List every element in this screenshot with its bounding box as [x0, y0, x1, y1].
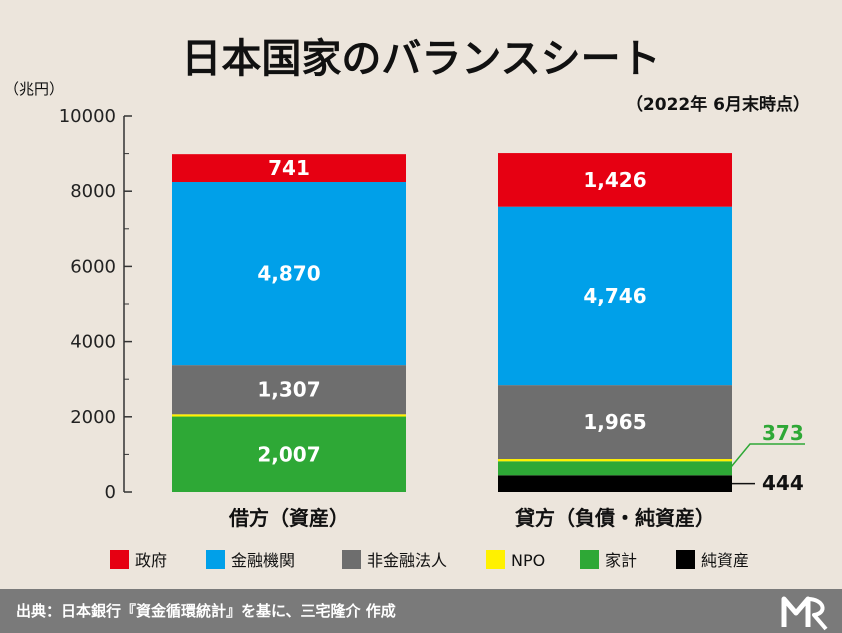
legend-swatch: [110, 550, 129, 569]
y-axis: 0 2000 4000 6000 8000 10000: [59, 106, 132, 503]
callout-line: [728, 443, 805, 470]
callout-label: 373: [762, 421, 804, 445]
legend-swatch: [486, 550, 505, 569]
bar-value-labels: 2,007 1,307 4,870 741 1,965 4,746 1,426: [257, 156, 646, 466]
footer-bar: [0, 589, 842, 633]
legend-swatch: [342, 550, 361, 569]
legend-label: 金融機関: [231, 551, 295, 570]
y-tick-label: 0: [105, 482, 116, 503]
bar-segment: [172, 414, 406, 417]
bar-value-label: 1,426: [583, 168, 646, 192]
bar-segment: [172, 416, 406, 492]
bar-segment: [498, 461, 732, 476]
legend-label: 家計: [605, 551, 637, 570]
category-label: 貸方（負債・純資産）: [514, 506, 715, 530]
bar-segment: [172, 154, 406, 183]
bar-segment: [172, 365, 406, 415]
logo-mark: [781, 596, 828, 631]
bar-segment: [498, 385, 732, 460]
legend-swatch: [206, 550, 225, 569]
bar-value-label: 741: [268, 156, 310, 180]
category-labels: 借方（資産） 貸方（負債・純資産）: [228, 506, 715, 530]
legend-label: 純資産: [701, 551, 749, 570]
callouts: 373 444: [728, 421, 805, 495]
bar-value-label: 2,007: [257, 442, 320, 466]
legend: 政府 金融機関 非金融法人 NPO 家計 純資産: [110, 550, 749, 570]
bar-value-label: 4,870: [257, 262, 320, 286]
bar-segment: [498, 459, 732, 462]
bar-segment: [498, 153, 732, 207]
y-tick-label: 6000: [70, 256, 116, 277]
y-tick-label: 10000: [59, 106, 116, 127]
unit-label: （兆円）: [4, 80, 64, 98]
y-tick-label: 8000: [70, 181, 116, 202]
stacked-bars: [172, 153, 732, 492]
footer-source: 出典：日本銀行『資金循環統計』を基に、三宅隆介 作成: [16, 602, 396, 620]
chart-title: 日本国家のバランスシート: [181, 36, 660, 82]
bar-segment: [172, 182, 406, 366]
y-tick-label: 2000: [70, 407, 116, 428]
bar-value-label: 1,965: [583, 410, 646, 434]
date-subtitle: （2022年 6月末時点）: [626, 94, 810, 115]
bar-value-label: 4,746: [583, 284, 646, 308]
legend-swatch: [676, 550, 695, 569]
legend-swatch: [580, 550, 599, 569]
bar-value-label: 1,307: [257, 378, 320, 402]
bar-segment: [498, 206, 732, 386]
legend-label: NPO: [511, 551, 545, 570]
y-tick-label: 4000: [70, 332, 116, 353]
bar-segment: [498, 475, 732, 492]
category-label: 借方（資産）: [228, 506, 349, 530]
legend-label: 政府: [135, 551, 167, 570]
legend-label: 非金融法人: [367, 551, 447, 570]
callout-label: 444: [762, 471, 804, 495]
